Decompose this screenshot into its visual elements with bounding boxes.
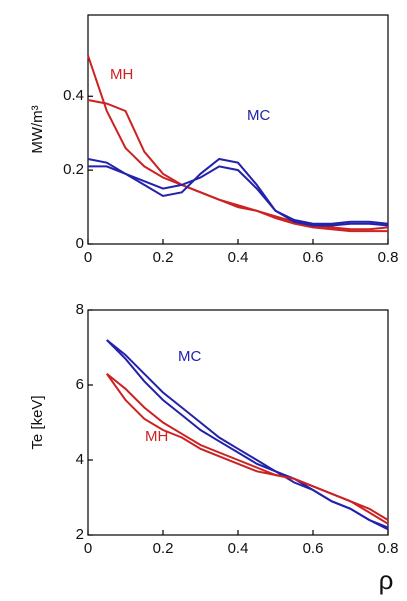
x-tick-label: 0.2 xyxy=(153,540,174,557)
y-tick-label: 4 xyxy=(76,451,84,468)
y-tick-label: 8 xyxy=(76,301,84,318)
annotation: MH xyxy=(110,66,133,83)
annotation: MC xyxy=(178,348,201,365)
x-tick-label: 0.8 xyxy=(378,249,399,266)
plot-frame xyxy=(87,309,389,536)
x-tick-label: 0 xyxy=(84,249,92,266)
data-line xyxy=(87,99,389,231)
data-line xyxy=(106,373,389,525)
data-line xyxy=(105,373,389,521)
x-tick-label: 0.4 xyxy=(228,249,249,266)
x-tick-label: 0.2 xyxy=(153,249,174,266)
y-tick-label: 6 xyxy=(76,376,84,393)
data-line xyxy=(88,165,389,225)
y-axis-label: MW/m³ xyxy=(29,105,46,153)
y-tick-label: 0.4 xyxy=(63,87,84,104)
x-tick-label: 0 xyxy=(84,540,92,557)
x-tick-label: 0.6 xyxy=(303,540,324,557)
y-axis-label: Te [keV] xyxy=(29,395,46,449)
y-tick-label: 2 xyxy=(76,526,84,543)
y-tick-label: 0 xyxy=(76,235,84,252)
data-line xyxy=(106,339,389,531)
data-line xyxy=(87,55,388,233)
x-tick-label: 0.4 xyxy=(228,540,249,557)
x-tick-label: 0.8 xyxy=(378,540,399,557)
data-line xyxy=(87,157,389,227)
x-axis-label: ρ xyxy=(379,565,394,595)
y-tick-label: 0.2 xyxy=(63,161,84,178)
annotation: MC xyxy=(247,107,270,124)
x-tick-label: 0.6 xyxy=(303,249,324,266)
annotation: MH xyxy=(145,428,168,445)
